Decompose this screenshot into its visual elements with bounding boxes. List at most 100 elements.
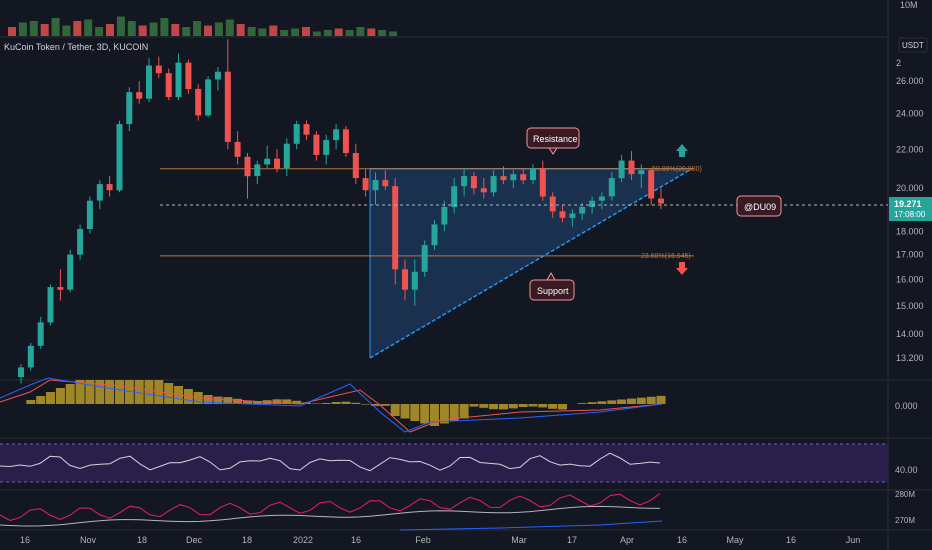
volume-bar	[127, 21, 136, 36]
volume-bar	[323, 30, 332, 36]
fib-50-label: 50.00%(20.980)	[652, 166, 702, 173]
author-tag-callout[interactable]: @DU09	[736, 195, 782, 217]
candle-body	[293, 124, 300, 144]
candle-body	[18, 367, 24, 377]
volume-bar	[116, 16, 125, 36]
candle-body	[392, 186, 399, 270]
candle-body	[57, 287, 64, 290]
volume-bar	[214, 22, 223, 36]
candle-body	[27, 345, 34, 368]
obv-axis-tick-top: 280M	[895, 490, 915, 499]
macd-histogram-bar	[243, 400, 252, 404]
candle-body	[421, 245, 428, 272]
volume-bar	[182, 27, 191, 36]
volume-bar	[280, 30, 289, 36]
candle-body	[402, 269, 408, 290]
macd-histogram-bar	[617, 399, 627, 404]
price-axis[interactable]: 26.000 24.000 22.000 20.000 18.000 17.000 16.0…	[896, 58, 924, 363]
price-tick: 13.200	[896, 353, 924, 363]
macd-histogram-bar	[95, 380, 105, 404]
macd-histogram-bar	[282, 399, 292, 404]
macd-histogram-bar	[597, 401, 607, 404]
volume-bar	[40, 24, 49, 36]
candle-body	[195, 88, 202, 116]
candle-body	[214, 71, 221, 80]
candle-body	[549, 196, 556, 212]
candle-body	[608, 178, 615, 197]
price-tick: 20.000	[896, 183, 924, 193]
price-tick-partial: 2	[896, 58, 901, 68]
time-tick: Jun	[846, 535, 861, 545]
macd-histogram-bar	[508, 404, 518, 409]
volume-bar	[18, 22, 27, 36]
macd-histogram-bar	[252, 401, 262, 404]
volume-bar	[62, 25, 71, 36]
time-tick: 17	[567, 535, 577, 545]
support-label: Support	[537, 286, 569, 296]
macd-histogram-bar	[548, 404, 558, 409]
macd-histogram-bar	[311, 403, 321, 404]
symbol-title[interactable]: KuCoin Token / Tether, 3D, KUCOIN	[4, 42, 148, 52]
candle-body	[254, 164, 261, 177]
macd-histogram-bar	[558, 404, 567, 410]
resistance-callout[interactable]: Resistance	[526, 127, 580, 155]
currency-badge[interactable]: USDT	[898, 37, 928, 53]
macd-histogram-bar	[115, 380, 124, 404]
macd-histogram-bar	[105, 380, 115, 404]
candle-body	[155, 65, 162, 74]
macd-histogram-bar	[499, 404, 508, 410]
time-tick: Feb	[415, 535, 431, 545]
obv-line-primary	[0, 493, 661, 522]
time-axis[interactable]: 16 Nov 18 Dec 18 2022 16 Feb Mar 17 Apr 16 May 16 Jun	[20, 535, 860, 545]
volume-bar	[51, 18, 60, 36]
obv-axis-tick-bottom: 270M	[895, 516, 915, 525]
macd-histogram-bar	[479, 404, 489, 408]
macd-histogram-bar	[430, 404, 439, 426]
candle-body	[451, 186, 458, 208]
candle-body	[589, 200, 596, 208]
currency-label: USDT	[902, 41, 924, 50]
rsi-band	[0, 444, 888, 482]
macd-histogram-bar	[55, 388, 65, 404]
macd-histogram-bar	[410, 404, 420, 421]
macd-histogram-bar	[292, 400, 302, 404]
time-tick: Nov	[80, 535, 97, 545]
macd-histogram-bar	[144, 380, 154, 404]
candle-body	[303, 124, 310, 135]
macd-histogram-bar	[469, 404, 479, 407]
price-badge-countdown: 17:08:00	[894, 210, 926, 219]
macd-histogram-bar	[400, 404, 410, 419]
candle-body	[205, 79, 212, 116]
candle-body	[274, 158, 280, 169]
support-callout[interactable]: Support	[529, 271, 575, 301]
volume-bar	[95, 27, 104, 36]
macd-histogram-bar	[65, 384, 75, 404]
macd-histogram-bar	[213, 396, 223, 404]
candle-body	[628, 160, 635, 175]
time-tick: 16	[786, 535, 796, 545]
macd-histogram-bar	[26, 400, 36, 404]
macd-histogram-bar	[203, 395, 213, 404]
macd-histogram-bar	[341, 401, 351, 404]
time-tick: Apr	[620, 535, 634, 545]
time-tick: 16	[677, 535, 687, 545]
volume-bar	[236, 24, 245, 36]
candle-body	[480, 188, 487, 193]
price-tick: 22.000	[896, 144, 924, 154]
time-tick: 18	[137, 535, 147, 545]
volume-bars	[8, 16, 398, 36]
candle-body	[648, 170, 655, 199]
price-tick: 24.000	[896, 109, 924, 119]
volume-bar	[29, 21, 38, 36]
macd-line	[0, 377, 663, 433]
candle-body	[411, 271, 418, 290]
time-tick: 2022	[293, 535, 313, 545]
candle-body	[470, 176, 477, 189]
candle-body	[382, 180, 389, 187]
candle-body	[579, 207, 586, 214]
price-tick: 15.000	[896, 301, 924, 311]
fib-236-label: 23.60%(16.945)	[641, 253, 691, 260]
volume-bar	[302, 27, 310, 36]
time-tick: 16	[20, 535, 30, 545]
